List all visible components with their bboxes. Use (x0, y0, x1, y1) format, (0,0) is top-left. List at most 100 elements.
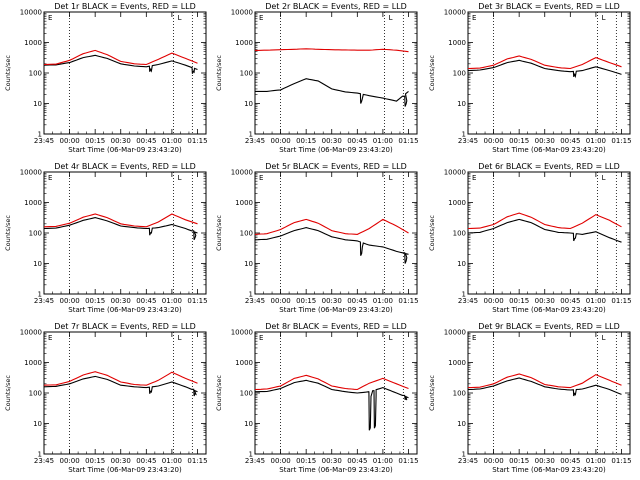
x-tick-label: 01:00 (586, 137, 606, 145)
y-tick-label: 10 (457, 260, 466, 268)
x-tick-label: 00:45 (136, 137, 156, 145)
x-axis-label: Start Time (06-Mar-09 23:43:20) (492, 466, 606, 474)
detector-panel-9: Det 9r BLACK = Events, RED = LLD 1 10 100 10… (428, 322, 632, 474)
x-tick-label: 00:00 (483, 137, 503, 145)
y-tick-label: 1000 (235, 359, 253, 367)
x-tick-label: 00:45 (347, 137, 367, 145)
y-axis-label: Counts/sec (215, 215, 223, 251)
y-axis-label: Counts/sec (428, 215, 436, 251)
x-axis-label: Start Time (06-Mar-09 23:43:20) (492, 146, 606, 154)
x-tick-label: 01:15 (398, 297, 418, 305)
x-tick-label: 23:45 (458, 297, 478, 305)
lld-series-line (467, 373, 622, 389)
x-tick-label: 00:00 (483, 297, 503, 305)
lld-series-line (254, 218, 409, 235)
panel-title: Det 3r BLACK = Events, RED = LLD (478, 2, 620, 11)
marker-letter-l: L (389, 334, 393, 342)
marker-letter-l: L (602, 334, 606, 342)
x-tick-label: 00:00 (270, 137, 290, 145)
y-tick-label: 10000 (231, 169, 253, 177)
detector-panel-1: Det 1r BLACK = Events, RED = LLD 1 10 100 10… (4, 2, 208, 154)
x-tick-label: 00:15 (296, 297, 316, 305)
panel-title: Det 2r BLACK = Events, RED = LLD (265, 2, 407, 11)
x-tick-label: 00:15 (85, 137, 105, 145)
events-series-line (255, 78, 409, 107)
y-tick-label: 100 (453, 70, 466, 78)
y-axis-label: Counts/sec (215, 55, 223, 91)
lld-series-line (43, 49, 198, 66)
y-tick-label: 1 (38, 131, 42, 139)
x-tick-label: 01:00 (373, 137, 393, 145)
x-tick-label: 01:00 (586, 297, 606, 305)
marker-letter-e: E (259, 174, 263, 182)
x-tick-label: 00:00 (270, 457, 290, 465)
y-tick-label: 10000 (20, 329, 42, 337)
marker-letter-e: E (259, 334, 263, 342)
marker-letter-l: L (178, 14, 182, 22)
y-tick-label: 10 (457, 100, 466, 108)
marker-letter-e: E (48, 174, 52, 182)
y-axis-label: Counts/sec (428, 55, 436, 91)
marker-letter-l: L (389, 174, 393, 182)
x-tick-label: 01:00 (162, 137, 182, 145)
x-tick-label: 00:30 (322, 137, 342, 145)
x-tick-label: 01:15 (398, 457, 418, 465)
y-tick-label: 1 (249, 451, 253, 459)
x-tick-label: 23:45 (458, 457, 478, 465)
panel-title: Det 8r BLACK = Events, RED = LLD (265, 322, 407, 331)
y-tick-label: 1 (462, 291, 466, 299)
x-tick-label: 01:15 (187, 137, 207, 145)
y-tick-label: 1000 (235, 39, 253, 47)
x-tick-label: 00:30 (322, 457, 342, 465)
lld-series-line (254, 374, 409, 391)
y-tick-label: 10 (457, 420, 466, 428)
y-tick-label: 1000 (235, 199, 253, 207)
y-tick-label: 1 (249, 131, 253, 139)
x-tick-label: 01:00 (586, 457, 606, 465)
marker-letter-e: E (259, 14, 263, 22)
x-tick-label: 00:45 (347, 297, 367, 305)
x-tick-label: 00:30 (322, 297, 342, 305)
y-tick-label: 10000 (444, 9, 466, 17)
x-tick-label: 00:30 (535, 457, 555, 465)
x-tick-label: 00:30 (535, 297, 555, 305)
x-axis-label: Start Time (06-Mar-09 23:43:20) (492, 306, 606, 314)
marker-letter-e: E (472, 174, 476, 182)
marker-letter-l: L (178, 334, 182, 342)
plot-frame (43, 331, 207, 455)
y-tick-label: 100 (29, 230, 42, 238)
y-axis-label: Counts/sec (215, 375, 223, 411)
y-tick-label: 10 (33, 100, 42, 108)
y-tick-label: 100 (240, 390, 253, 398)
y-tick-label: 10 (33, 260, 42, 268)
y-tick-label: 10000 (20, 169, 42, 177)
marker-letter-e: E (472, 334, 476, 342)
panel-title: Det 4r BLACK = Events, RED = LLD (54, 162, 196, 171)
x-tick-label: 23:45 (34, 457, 54, 465)
x-tick-label: 01:15 (611, 137, 631, 145)
y-tick-label: 100 (240, 230, 253, 238)
x-axis-label: Start Time (06-Mar-09 23:43:20) (279, 306, 393, 314)
events-series-line (43, 54, 198, 74)
marker-letter-e: E (472, 14, 476, 22)
x-axis-label: Start Time (06-Mar-09 23:43:20) (279, 466, 393, 474)
marker-letter-l: L (602, 14, 606, 22)
y-tick-label: 10 (244, 260, 253, 268)
marker-letter-e: E (48, 334, 52, 342)
x-tick-label: 23:45 (245, 137, 265, 145)
lld-series-line (255, 48, 409, 53)
plot-frame (467, 11, 631, 135)
detector-panel-2: Det 2r BLACK = Events, RED = LLD 1 10 100 10… (215, 2, 419, 154)
x-tick-label: 00:00 (483, 457, 503, 465)
events-series-line (43, 375, 198, 397)
y-tick-label: 100 (240, 70, 253, 78)
x-tick-label: 00:45 (347, 457, 367, 465)
plot-frame (467, 331, 631, 455)
x-tick-label: 00:00 (59, 457, 79, 465)
lld-series-line (467, 55, 622, 70)
detector-panel-5: Det 5r BLACK = Events, RED = LLD 1 10 100 10… (215, 162, 419, 314)
y-tick-label: 100 (29, 70, 42, 78)
y-tick-label: 100 (453, 230, 466, 238)
y-tick-label: 10 (33, 420, 42, 428)
